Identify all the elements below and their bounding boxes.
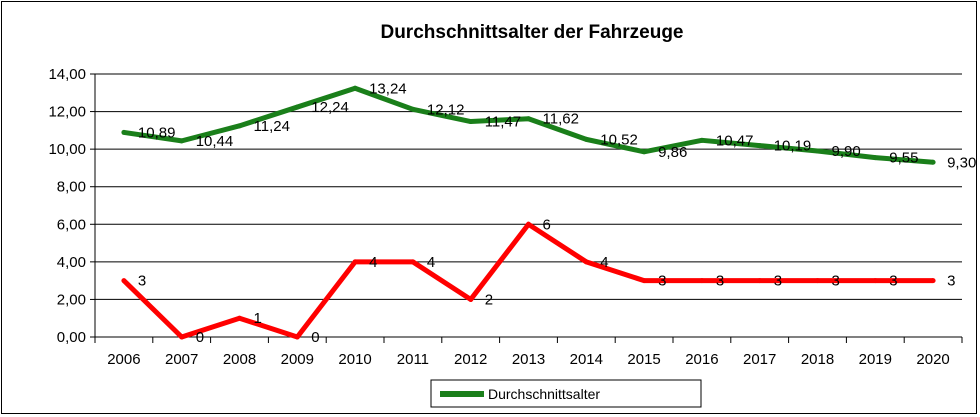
x-tick-label: 2010: [338, 351, 371, 368]
axes: [94, 74, 962, 338]
data-label: 2: [485, 291, 493, 308]
data-point: [699, 137, 705, 143]
data-point: [526, 116, 531, 122]
y-tick-label: 4,00: [57, 254, 86, 271]
data-label: 11,47: [485, 114, 521, 131]
data-point: [468, 296, 474, 302]
data-point: [294, 104, 300, 110]
data-label: 13,24: [369, 80, 407, 97]
x-tick-label: 2020: [916, 351, 949, 368]
x-tick-label: 2016: [685, 351, 718, 368]
data-label: 11,62: [543, 111, 579, 128]
y-axis-ticks: 0,00 2,00 4,00 6,00 8,00 10,00 12,00 14,00: [48, 66, 95, 346]
data-point: [699, 278, 705, 284]
data-label: 4: [427, 254, 435, 271]
data-point: [352, 259, 358, 265]
series-line-1: [122, 221, 934, 340]
data-label: 10,44: [196, 133, 234, 150]
legend-label: Durchschnittsalter: [488, 386, 600, 402]
x-tick-label: 2006: [107, 351, 140, 368]
x-axis-ticks: 2006 2007 2008 2009 2010 2011 2012 2013 2014 2015…: [94, 337, 963, 368]
y-tick-label: 2,00: [57, 291, 86, 308]
series-line-0: [123, 85, 934, 165]
x-tick-label: 2017: [743, 351, 776, 368]
data-label: 3: [716, 273, 724, 290]
x-tick-label: 2012: [454, 351, 487, 368]
data-label: 3: [947, 273, 955, 290]
y-tick-label: 10,00: [48, 141, 86, 158]
y-tick-label: 14,00: [48, 66, 86, 83]
data-label: 10,19: [774, 138, 812, 155]
data-label: 10,89: [138, 124, 176, 141]
data-point: [121, 129, 127, 135]
data-point: [352, 85, 358, 91]
data-label: 3: [774, 273, 782, 290]
data-point: [526, 221, 531, 227]
data-point: [237, 315, 242, 321]
data-label: 10,52: [600, 131, 638, 148]
data-label: 3: [658, 273, 666, 290]
legend: Durchschnittsalter: [430, 379, 702, 408]
data-label: 12,24: [311, 99, 349, 116]
x-tick-label: 2015: [627, 351, 660, 368]
x-tick-label: 2013: [512, 351, 545, 368]
data-point: [121, 278, 127, 284]
data-point: [583, 259, 589, 265]
data-point: [583, 136, 589, 142]
data-label: 9,55: [889, 150, 918, 167]
data-point: [815, 278, 820, 284]
data-point: [641, 278, 647, 284]
data-label: 0: [311, 329, 319, 346]
data-label: 9,86: [658, 144, 687, 161]
gridlines: [95, 73, 962, 300]
data-point: [757, 278, 763, 284]
data-point: [179, 138, 185, 144]
y-tick-label: 0,00: [57, 329, 86, 346]
x-tick-label: 2009: [281, 351, 314, 368]
y-tick-label: 8,00: [57, 179, 86, 196]
data-point: [930, 159, 936, 165]
data-point: [468, 119, 474, 125]
x-tick-label: 2019: [859, 351, 892, 368]
data-point: [815, 148, 820, 154]
x-tick-label: 2018: [801, 351, 834, 368]
data-label: 11,24: [254, 118, 290, 135]
data-point: [294, 334, 300, 340]
data-label: 3: [138, 273, 146, 290]
data-label: 6: [543, 216, 551, 233]
data-point: [757, 143, 763, 149]
data-label: 12,12: [427, 101, 465, 118]
x-tick-label: 2014: [570, 351, 603, 368]
data-point: [930, 278, 936, 284]
data-point: [641, 149, 647, 155]
data-point: [872, 155, 878, 161]
x-tick-label: 2007: [165, 351, 198, 368]
data-point: [179, 334, 185, 340]
data-label: 0: [196, 329, 204, 346]
data-point: [410, 259, 416, 265]
data-label: 9,90: [832, 143, 861, 160]
y-tick-label: 12,00: [48, 104, 86, 121]
data-label: 4: [369, 254, 377, 271]
data-label: 4: [600, 254, 608, 271]
data-point: [872, 278, 878, 284]
data-point: [410, 106, 416, 112]
series-lines: [121, 85, 936, 340]
data-label: 1: [254, 310, 262, 327]
data-label: 9,30: [947, 154, 976, 171]
x-tick-label: 2008: [223, 351, 256, 368]
data-label: 3: [889, 273, 897, 290]
chart-title: Durchschnittsalter der Fahrzeuge: [380, 22, 683, 43]
data-label: 3: [832, 273, 840, 290]
x-tick-label: 2011: [397, 351, 429, 368]
y-tick-label: 6,00: [57, 216, 86, 233]
data-label: 10,47: [716, 132, 754, 149]
data-point: [237, 123, 242, 129]
data-labels: 10,89 10,44 11,24 12,24 13,24 12,12 11,47 11,62…: [138, 80, 976, 346]
